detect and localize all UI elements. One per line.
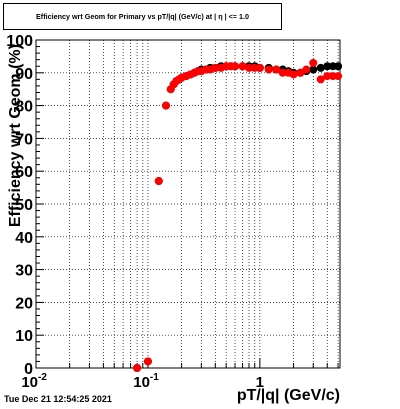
y-tick-label: 90 bbox=[15, 66, 33, 83]
data-point bbox=[264, 65, 273, 74]
data-point bbox=[231, 62, 240, 71]
data-point bbox=[323, 72, 332, 81]
y-tick-label: 80 bbox=[15, 99, 33, 116]
y-tick-label: 10 bbox=[15, 328, 33, 345]
y-tick-label: 100 bbox=[6, 33, 33, 50]
y-tick-label: 40 bbox=[15, 230, 33, 247]
data-point bbox=[272, 65, 281, 74]
data-point bbox=[238, 62, 247, 71]
timestamp: Tue Dec 21 12:54:25 2021 bbox=[4, 394, 112, 404]
data-point bbox=[143, 357, 152, 366]
data-point bbox=[316, 63, 325, 72]
x-tick-label-exponent: -2 bbox=[38, 372, 47, 383]
data-point bbox=[161, 101, 170, 110]
y-tick-label: 60 bbox=[15, 164, 33, 181]
data-series-2 bbox=[133, 58, 343, 372]
y-axis-title: Efficiency wrt Geom (%) bbox=[7, 44, 24, 227]
data-point bbox=[309, 65, 318, 74]
data-point bbox=[278, 68, 287, 77]
data-point bbox=[255, 63, 264, 72]
data-point bbox=[133, 364, 142, 372]
y-tick-label: 70 bbox=[15, 131, 33, 148]
x-tick-label-exponent: -1 bbox=[150, 372, 159, 383]
y-tick-label: 0 bbox=[24, 361, 33, 378]
x-tick-label: 1 bbox=[256, 374, 264, 391]
data-point bbox=[323, 62, 332, 71]
data-point bbox=[334, 62, 343, 71]
chart-title: Efficiency wrt Geom for Primary vs pT/|q… bbox=[3, 3, 282, 30]
x-tick-label: 10 bbox=[21, 374, 38, 391]
y-tick-label: 50 bbox=[15, 197, 33, 214]
data-point bbox=[154, 177, 163, 186]
data-point bbox=[316, 75, 325, 84]
data-point bbox=[289, 70, 298, 79]
data-point bbox=[302, 65, 311, 74]
data-point bbox=[334, 72, 343, 81]
data-point bbox=[309, 58, 318, 67]
x-tick-label: 10 bbox=[133, 374, 150, 391]
y-tick-label: 30 bbox=[15, 263, 33, 280]
data-point bbox=[296, 68, 305, 77]
data-point bbox=[211, 63, 220, 72]
data-point bbox=[245, 63, 254, 72]
y-tick-label: 20 bbox=[15, 295, 33, 312]
x-axis-title: pT/|q| (GeV/c) bbox=[237, 387, 340, 404]
